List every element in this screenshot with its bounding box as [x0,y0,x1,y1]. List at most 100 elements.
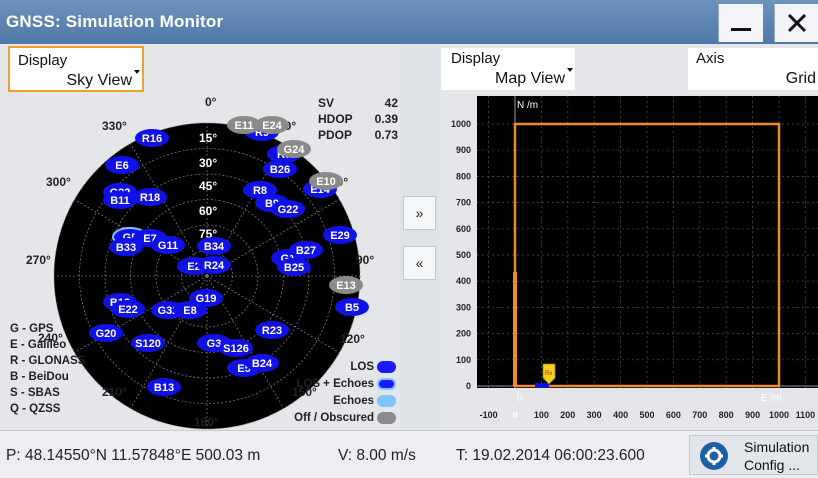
satellite-b27[interactable]: B27 [289,241,323,259]
azimuth-label: 120° [340,332,365,346]
satellite-b26[interactable]: B26 [263,160,297,178]
satellite-g20[interactable]: G20 [89,324,123,342]
x-tick-label: 300 [587,410,602,420]
chevron-down-icon [134,70,140,74]
x-tick-label: 800 [719,410,734,420]
east-axis-label: E /m [761,393,782,404]
svg-text:E11: E11 [235,120,254,132]
x-tick-label: 1000 [769,410,789,420]
satellite-b11[interactable]: B11 [103,191,137,209]
satellite-r18[interactable]: R18 [133,188,167,206]
legend-sbas: S - SBAS [10,387,60,399]
satellite-r24[interactable]: R24 [197,256,231,274]
forward-button[interactable]: » [403,196,436,230]
satellite-g24[interactable]: G24 [277,140,311,158]
map-canvas [477,96,818,388]
svg-text:E29: E29 [330,230,350,242]
svg-text:R16: R16 [142,133,162,145]
satellite-e13[interactable]: E13 [329,276,363,294]
x-tick-label: 200 [560,410,575,420]
satellite-b33[interactable]: B33 [109,238,143,256]
systems-legend: G - GPS E - Galileo R - GLONASS B - BeiD… [10,321,85,417]
right-display-value: Map View [495,70,565,87]
satellite-g11[interactable]: G11 [151,236,185,254]
y-tick-label: 900 [456,145,471,155]
satellite-e22[interactable]: E22 [111,300,145,318]
satellite-e24[interactable]: E24 [255,116,289,134]
elevation-label: 45° [199,179,217,193]
satellite-b5[interactable]: B5 [335,298,369,316]
x-tick-label: -100 [480,410,498,420]
origin-label: 0 [517,393,523,404]
x-tick-label: 1100 [796,410,816,420]
elevation-label: 30° [199,156,217,170]
satellite-g22b[interactable]: G22 [271,200,305,218]
window-title: GNSS: Simulation Monitor [6,12,224,31]
legend-qzss: Q - QZSS [10,403,61,415]
azimuth-label: 150° [292,385,317,399]
svg-text:E24: E24 [262,120,282,132]
azimuth-label: 330° [102,119,127,133]
azimuth-label: 180° [194,415,219,429]
stat-sv: SV 42 [318,96,398,110]
right-display-label: Display [451,50,501,67]
y-tick-label: 700 [456,198,471,208]
elevation-ring [79,148,335,404]
status-bar: P: 48.14550°N 11.57848°E 500.03 m V: 8.0… [0,430,818,478]
x-tick-label: 900 [745,410,760,420]
y-tick-label: 800 [456,171,471,181]
legend-echoes: Echoes [333,395,396,407]
receiver-marker-icon[interactable] [542,363,556,385]
satellite-r23[interactable]: R23 [255,321,289,339]
left-display-value: Sky View [66,72,132,89]
gear-icon [700,442,728,470]
satellite-e29[interactable]: E29 [323,226,357,244]
velocity-readout: V: 8.00 m/s [338,447,416,464]
satellite-b25[interactable]: B25 [277,258,311,276]
svg-text:E8: E8 [183,305,196,317]
svg-text:E22: E22 [118,304,138,316]
svg-text:B24: B24 [252,358,273,370]
close-icon [787,13,807,33]
minimize-icon [731,28,751,31]
svg-text:E10: E10 [316,176,336,188]
satellite-e11[interactable]: E11 [227,116,261,134]
svg-text:B11: B11 [110,195,130,207]
svg-text:B26: B26 [270,164,290,176]
satellite-e6[interactable]: E6 [105,156,139,174]
stat-hdop: HDOP 0.39 [318,112,398,126]
svg-text:G32: G32 [158,305,179,317]
satellite-b13[interactable]: B13 [147,378,181,396]
satellite-s120[interactable]: S120 [131,334,165,352]
azimuth-label: 90° [356,253,374,267]
satellite-s126[interactable]: S126 [219,339,253,357]
left-display-dropdown[interactable]: Display Sky View [8,46,144,92]
satellite-r16[interactable]: R16 [135,129,169,147]
right-display-dropdown[interactable]: Display Map View [441,48,575,90]
elevation-label: 0° [205,95,217,109]
minimize-button[interactable] [718,4,763,42]
axis-dropdown[interactable]: Axis Grid [688,48,818,90]
azimuth-spoke [206,275,340,353]
close-button[interactable] [774,4,818,42]
x-tick-label: 100 [534,410,549,420]
title-bar: GNSS: Simulation Monitor [0,0,818,44]
x-tick-label: 600 [666,410,681,420]
stat-pdop: PDOP 0.73 [318,128,398,142]
svg-text:G24: G24 [284,144,306,156]
y-tick-label: 1000 [451,119,471,129]
satellite-e10[interactable]: E10 [309,172,343,190]
satellite-b34[interactable]: B34 [197,237,231,255]
back-button[interactable]: « [403,246,436,280]
azimuth-label: 300° [46,175,71,189]
axis-value: Grid [785,70,816,87]
x-tick-label: 0 [512,410,517,420]
x-tick-label: 500 [639,410,654,420]
satellite-g19[interactable]: G19 [189,289,223,307]
elevation-ring [155,224,259,328]
simulation-config-button[interactable]: Simulation Config ... [689,435,818,475]
svg-text:R18: R18 [140,192,160,204]
satellite-b24[interactable]: B24 [245,354,279,372]
azimuth-label: 240° [38,331,63,345]
position-readout: P: 48.14550°N 11.57848°E 500.03 m [6,447,261,464]
